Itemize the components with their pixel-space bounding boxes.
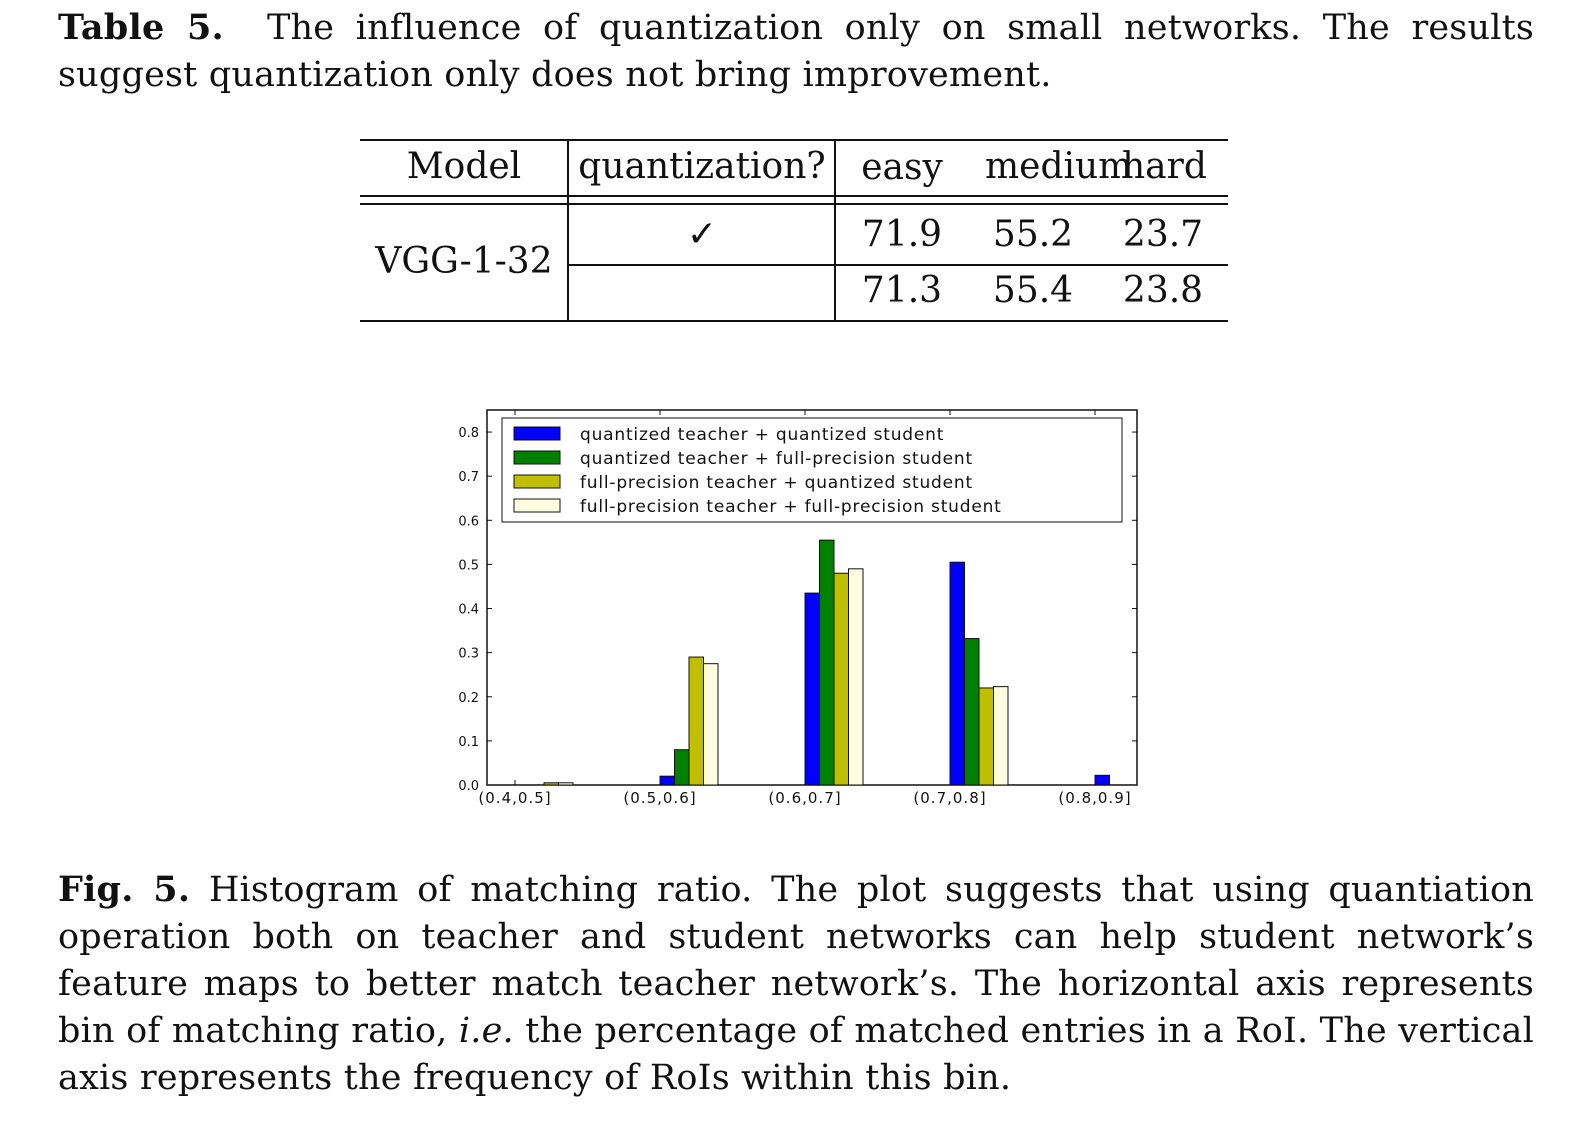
header-hard: hard: [1122, 146, 1207, 187]
x-tick-label: (0.6,0.7]: [768, 789, 841, 807]
figure-caption: Fig. 5. Histogram of matching ratio. The…: [58, 866, 1534, 1102]
table-header-rule-1: [360, 195, 1228, 197]
figure-caption-text-1: Histogram of matching ratio. The plot su…: [58, 870, 1534, 1051]
y-tick-label: 0.2: [458, 691, 479, 706]
row1-hard: 23.7: [1122, 214, 1204, 255]
bar: [819, 539, 835, 786]
table-row-divider: [568, 264, 1228, 266]
row1-quantization: ✓: [686, 214, 718, 255]
bar: [964, 638, 980, 786]
legend-swatch: [513, 450, 561, 465]
legend-swatch: [513, 426, 561, 441]
y-tick-label: 0.7: [458, 470, 479, 485]
legend-box: [501, 417, 1123, 523]
legend-label: full-precision teacher + full-precision …: [580, 497, 1002, 517]
y-tick-label: 0.6: [458, 514, 479, 529]
y-tick-label: 0.0: [458, 779, 479, 794]
legend-label: quantized teacher + full-precision stude…: [580, 449, 973, 469]
figure-caption-text-2: the percentage of matched entries in a R…: [58, 1011, 1534, 1098]
bar: [848, 568, 864, 786]
y-tick-label: 0.1: [458, 735, 479, 750]
bar: [543, 782, 559, 786]
table-vline-2: [834, 139, 836, 322]
bar: [703, 663, 719, 786]
figure-caption-em: i.e.: [458, 1011, 514, 1051]
figure-caption-label: Fig. 5.: [58, 869, 191, 910]
table-header-rule-2: [360, 203, 1228, 205]
model-name: VGG-1-32: [375, 241, 553, 282]
bar: [1094, 774, 1110, 786]
table-top-rule: [360, 139, 1228, 141]
x-tick-label: (0.7,0.8]: [913, 789, 986, 807]
row1-medium: 55.2: [992, 214, 1074, 255]
row1-easy: 71.9: [861, 214, 943, 255]
table-caption-text: The influence of quantization only on sm…: [58, 8, 1535, 95]
row2-hard: 23.8: [1122, 270, 1204, 311]
x-tick-label: (0.5,0.6]: [623, 789, 696, 807]
bar: [978, 687, 994, 786]
bar: [804, 592, 820, 786]
y-tick-label: 0.5: [458, 558, 479, 573]
row2-medium: 55.4: [992, 270, 1074, 311]
header-easy: easy: [861, 147, 943, 188]
x-tick-label: (0.8,0.9]: [1058, 789, 1131, 807]
y-tick-label: 0.8: [458, 426, 479, 441]
table-caption: Table 5. The influence of quantization o…: [58, 4, 1534, 99]
bar: [558, 782, 574, 786]
table-caption-label: Table 5.: [58, 7, 224, 48]
bar: [674, 749, 690, 786]
table-vline-1: [567, 139, 569, 322]
legend-label: full-precision teacher + quantized stude…: [580, 473, 973, 493]
header-quantization: quantization?: [578, 146, 826, 187]
y-tick-label: 0.4: [458, 603, 479, 618]
bar: [993, 686, 1009, 786]
bar: [833, 572, 849, 786]
header-model: Model: [406, 146, 522, 187]
legend-swatch: [513, 474, 561, 489]
y-tick-label: 0.3: [458, 647, 479, 662]
x-tick-label: (0.4,0.5]: [478, 789, 551, 807]
legend-swatch: [513, 498, 561, 513]
bar: [949, 561, 965, 786]
bar: [688, 656, 704, 786]
header-medium: medium: [985, 146, 1133, 187]
matching-ratio-histogram: 0.0 0.1 0.2 0.3 0.4 0.5 0.6 0.7 0.8 (0.4,0.5] (0.5…: [458, 409, 1138, 807]
row2-easy: 71.3: [861, 270, 943, 311]
results-table: Model quantization? easy medium hard VGG…: [360, 139, 1228, 323]
legend-label: quantized teacher + quantized student: [580, 425, 944, 445]
bar: [659, 775, 675, 786]
table-bottom-rule: [360, 320, 1228, 322]
